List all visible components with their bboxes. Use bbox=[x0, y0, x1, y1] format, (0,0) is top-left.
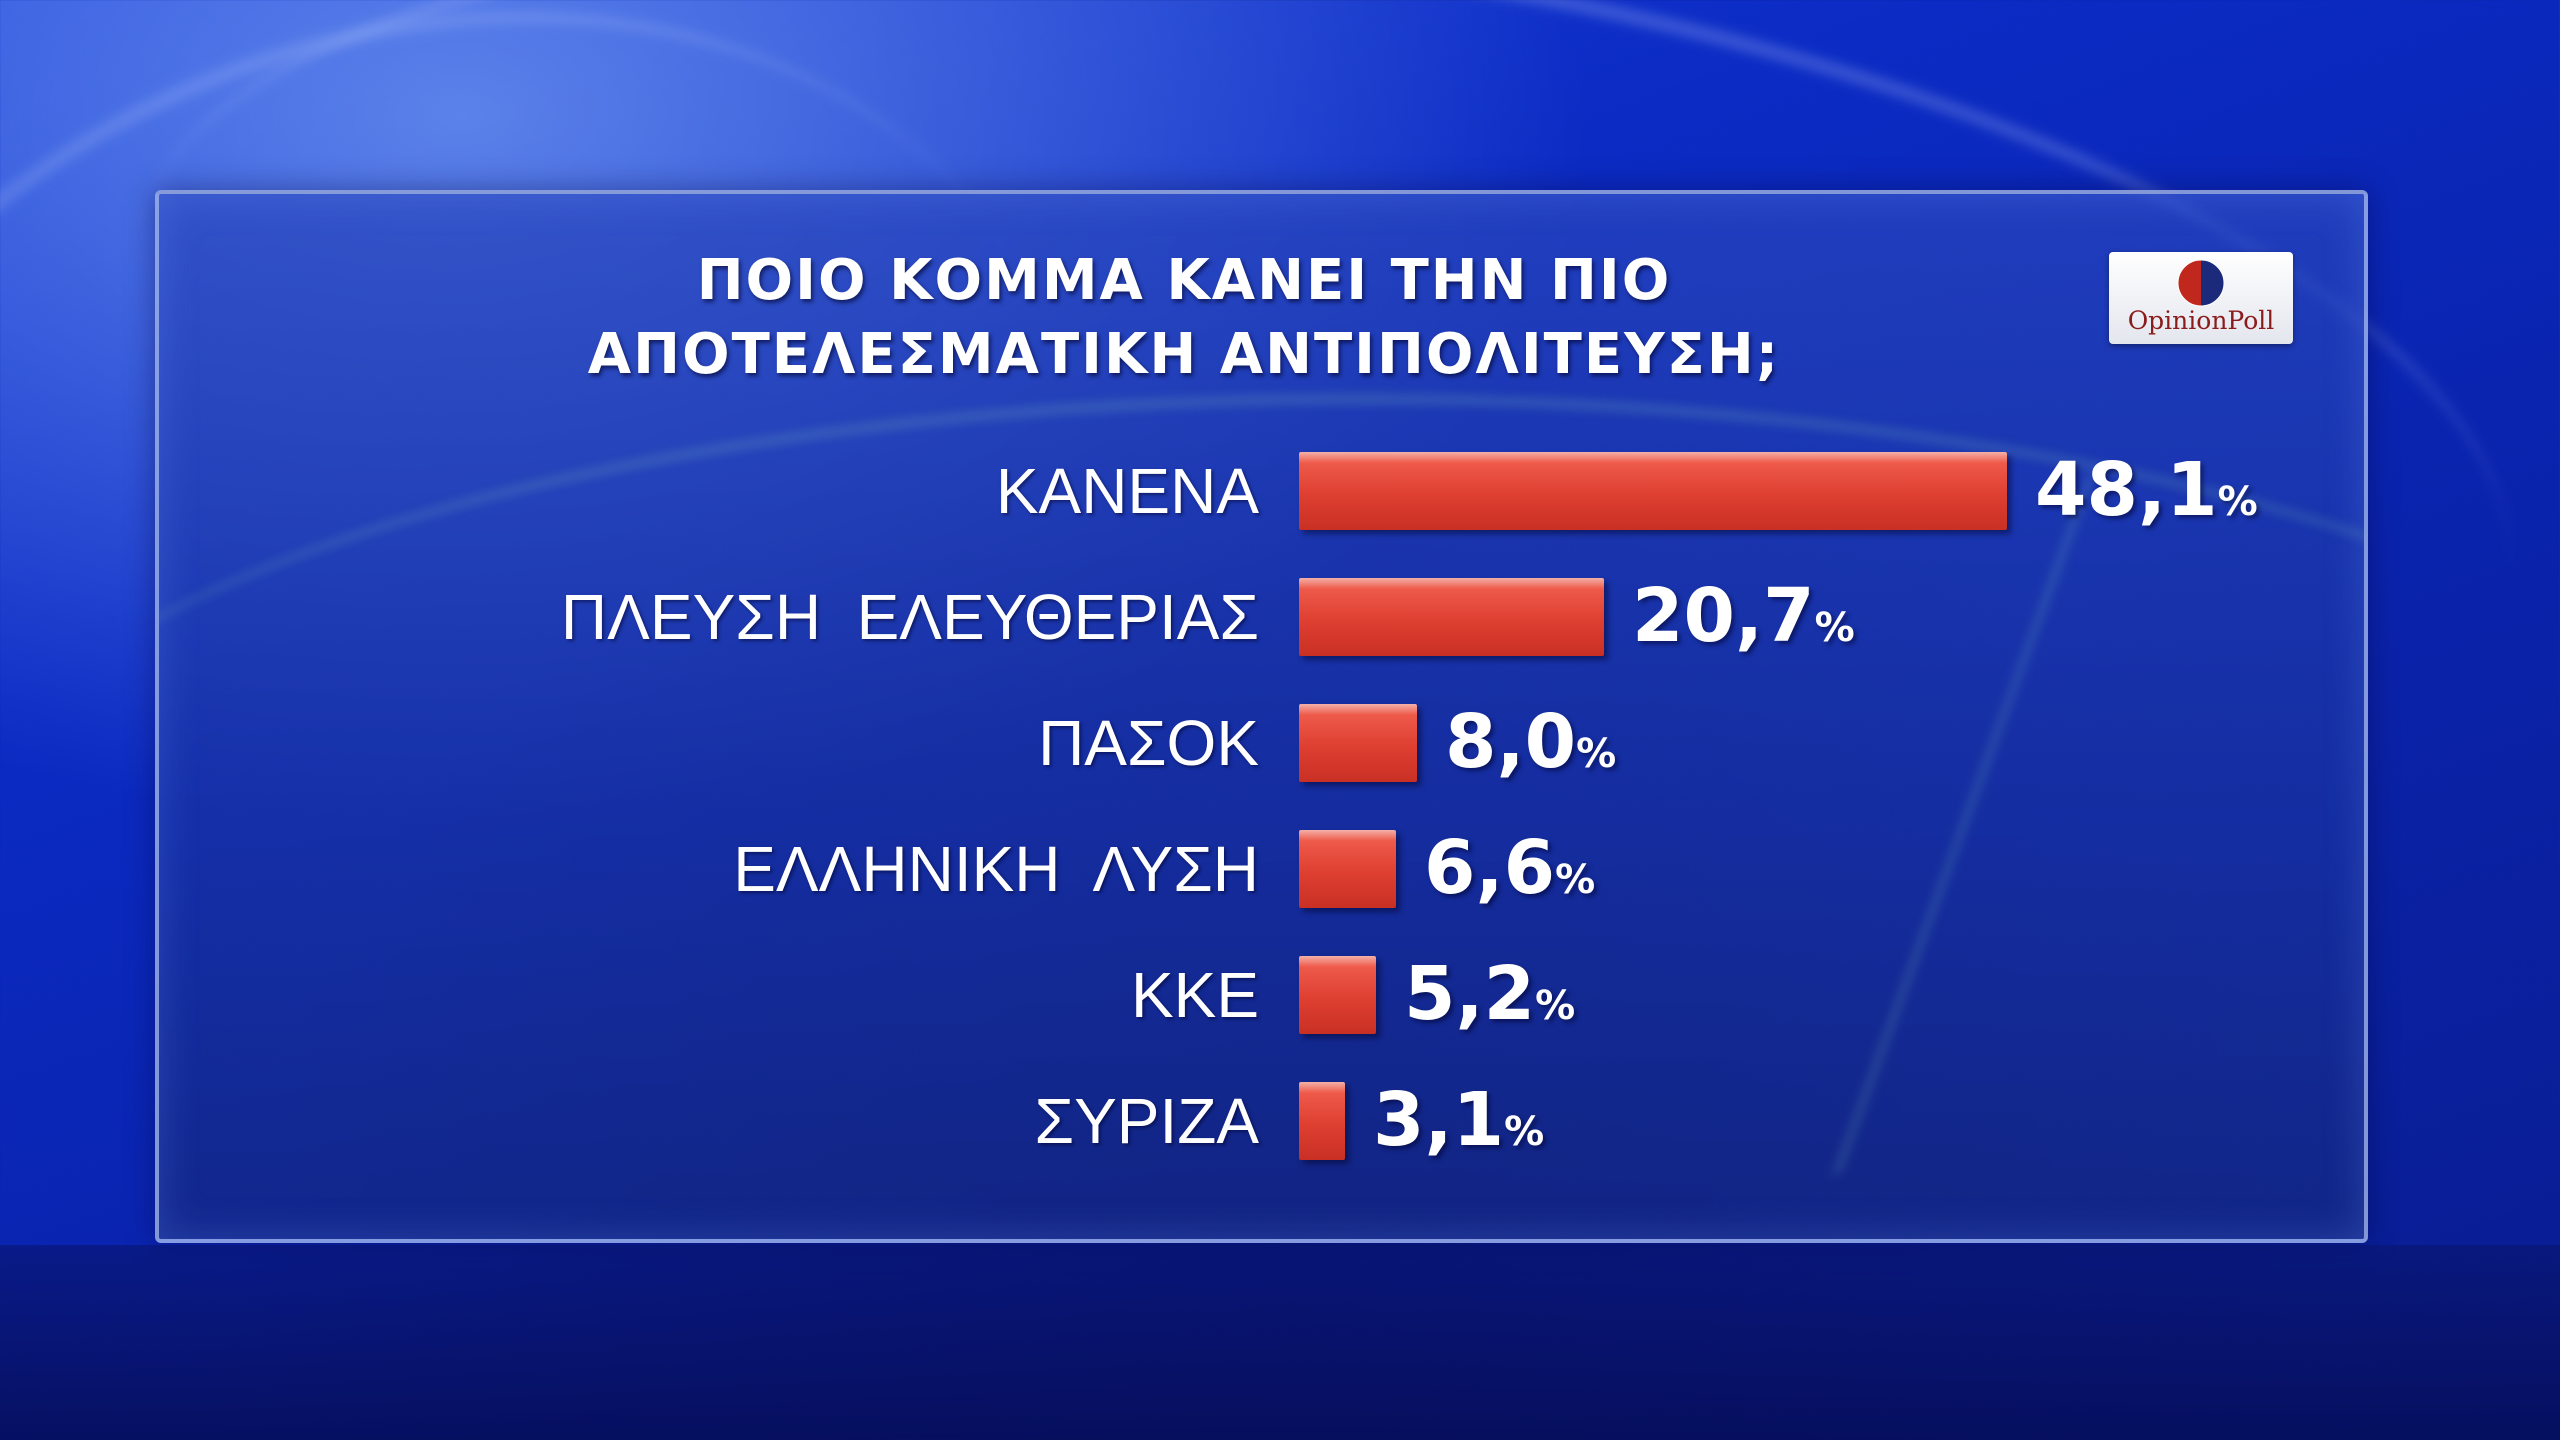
bar bbox=[1299, 956, 1376, 1034]
category-label: ΚΑΝΕΝΑ bbox=[995, 455, 1259, 527]
bar bbox=[1299, 578, 1604, 656]
opinionpoll-logo-text: OpinionPoll bbox=[2127, 306, 2275, 335]
value-label: 20,7% bbox=[1632, 576, 1855, 668]
floor-reflection-area bbox=[0, 1245, 2560, 1440]
category-label: ΚΚΕ bbox=[1130, 959, 1259, 1031]
chart-title-line-1: ΠΟΙΟ ΚΟΜΜΑ ΚΑΝΕΙ ΤΗΝ ΠΙΟ bbox=[696, 248, 1672, 313]
value-label: 8,0% bbox=[1445, 702, 1616, 794]
bar bbox=[1299, 1082, 1345, 1160]
bar-chart: ΚΑΝΕΝΑ 48,1% ΠΛΕΥΣΗ ΕΛΕΥΘΕΡΙΑΣ 20,7% ΠΑΣΟΚ 8,… bbox=[159, 194, 2364, 1239]
value-unit: % bbox=[1576, 731, 1617, 777]
value-unit: % bbox=[1535, 983, 1576, 1029]
value-label: 3,1% bbox=[1373, 1080, 1544, 1172]
value-number: 48,1 bbox=[2035, 447, 2218, 533]
value-unit: % bbox=[2217, 479, 2258, 525]
category-label: ΠΑΣΟΚ bbox=[1038, 707, 1259, 779]
value-unit: % bbox=[1814, 605, 1855, 651]
value-number: 5,2 bbox=[1404, 951, 1536, 1037]
bar bbox=[1299, 452, 2007, 530]
panel-glow bbox=[159, 394, 2364, 1239]
bar bbox=[1299, 830, 1396, 908]
category-label: ΕΛΛΗΝΙΚΗ ΛΥΣΗ bbox=[733, 833, 1259, 905]
category-label: ΠΛΕΥΣΗ ΕΛΕΥΘΕΡΙΑΣ bbox=[560, 581, 1259, 653]
value-unit: % bbox=[1504, 1109, 1545, 1155]
opinionpoll-logo-mark bbox=[2177, 259, 2225, 307]
value-number: 6,6 bbox=[1424, 825, 1556, 911]
value-label: 6,6% bbox=[1424, 828, 1595, 920]
chart-title-line-2: ΑΠΟΤΕΛΕΣΜΑΤΙΚΗ ΑΝΤΙΠΟΛΙΤΕΥΣΗ; bbox=[587, 322, 1781, 387]
value-number: 3,1 bbox=[1373, 1077, 1505, 1163]
value-label: 48,1% bbox=[2035, 450, 2258, 542]
value-number: 20,7 bbox=[1632, 573, 1815, 659]
value-label: 5,2% bbox=[1404, 954, 1575, 1046]
value-unit: % bbox=[1555, 857, 1596, 903]
opinionpoll-logo: OpinionPoll bbox=[2109, 252, 2293, 344]
category-label: ΣΥΡΙΖΑ bbox=[1034, 1085, 1260, 1157]
bar bbox=[1299, 704, 1417, 782]
chart-panel: ΠΟΙΟ ΚΟΜΜΑ ΚΑΝΕΙ ΤΗΝ ΠΙΟ ΑΠΟΤΕΛΕΣΜΑΤΙΚΗ … bbox=[155, 190, 2368, 1243]
chart-title: ΠΟΙΟ ΚΟΜΜΑ ΚΑΝΕΙ ΤΗΝ ΠΙΟ ΑΠΟΤΕΛΕΣΜΑΤΙΚΗ … bbox=[459, 244, 1909, 392]
value-number: 8,0 bbox=[1445, 699, 1577, 785]
